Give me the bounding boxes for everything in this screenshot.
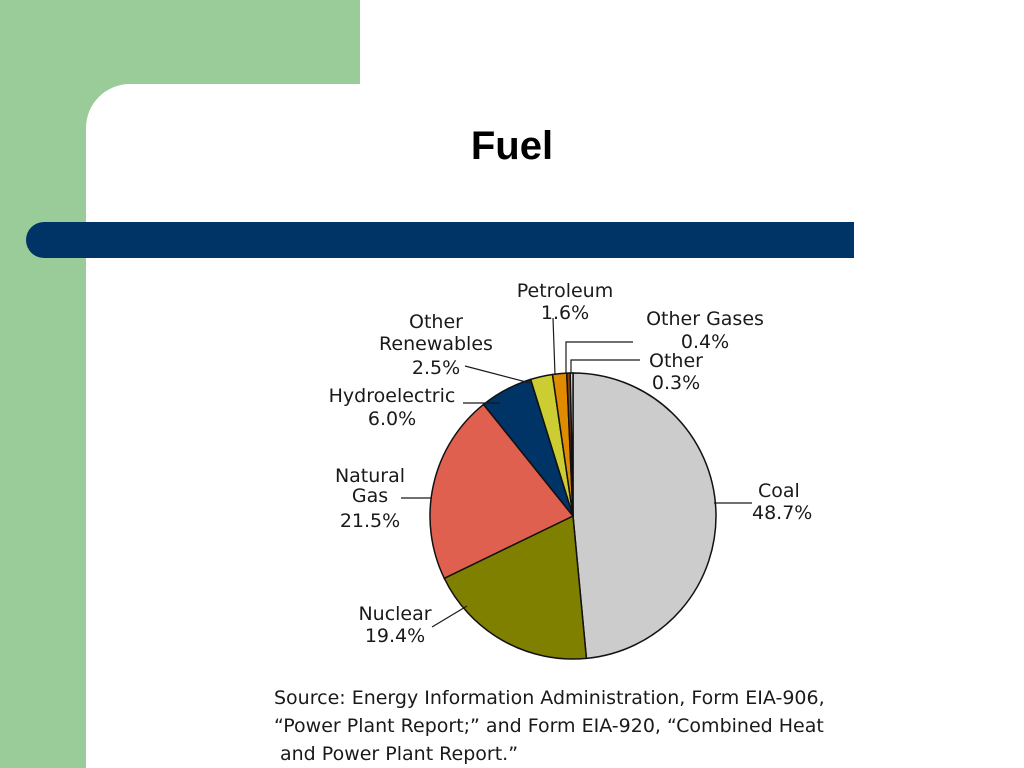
- slice-value-petroleum: 1.6%: [541, 302, 589, 324]
- source-line-3: and Power Plant Report.”: [280, 743, 519, 765]
- source-line-2: “Power Plant Report;” and Form EIA-920, …: [274, 715, 824, 737]
- pie-slice-natural-gas: [429, 403, 575, 580]
- slice-label-natural-gas: Gas: [352, 485, 388, 507]
- pie-slice-coal: [572, 372, 717, 660]
- slice-label-hydroelectric: Hydroelectric: [329, 385, 456, 407]
- title-divider-bar: [26, 222, 854, 258]
- leader-lines: [401, 317, 752, 628]
- slice-label-nuclear: Nuclear: [358, 603, 431, 625]
- source-note: Source: Energy Information Administratio…: [274, 684, 924, 768]
- slice-label-other: Other: [649, 350, 703, 372]
- slide-title: Fuel: [470, 124, 554, 168]
- pie-slices: [429, 372, 717, 660]
- leader-line-nuclear: [431, 605, 468, 628]
- leader-line-other-gases: [565, 341, 633, 374]
- slice-label-petroleum: Petroleum: [517, 280, 613, 302]
- pie-slice-nuclear: [443, 514, 588, 660]
- slice-value-other: 0.3%: [652, 372, 700, 394]
- slice-label-other-renewables: Renewables: [379, 333, 493, 355]
- slice-value-nuclear: 19.4%: [365, 625, 425, 647]
- source-line-1: Source: Energy Information Administratio…: [274, 687, 825, 709]
- leader-line-petroleum: [552, 317, 556, 376]
- leader-line-other-renewables: [464, 365, 531, 384]
- slice-label-natural-gas: Natural: [335, 465, 405, 487]
- slice-label-coal: Coal: [758, 480, 800, 502]
- slice-value-hydroelectric: 6.0%: [368, 408, 416, 430]
- slice-label-other-renewables: Other: [409, 311, 463, 333]
- slice-value-other-renewables: 2.5%: [412, 357, 460, 379]
- pie-slice-other: [569, 372, 574, 517]
- slice-value-other-gases: 0.4%: [681, 331, 729, 353]
- leader-line-other: [570, 359, 640, 374]
- slice-value-natural-gas: 21.5%: [340, 510, 400, 532]
- slice-label-other-gases: Other Gases: [646, 308, 764, 330]
- slice-value-coal: 48.7%: [752, 502, 812, 524]
